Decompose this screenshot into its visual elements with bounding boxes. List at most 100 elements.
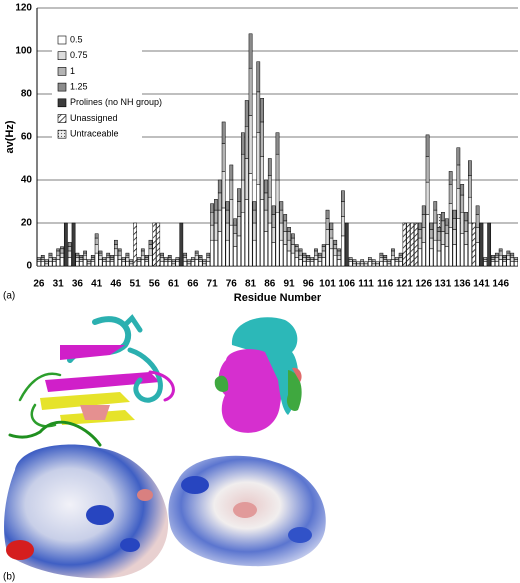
- bar-segment: [433, 239, 438, 267]
- bar-segment: [175, 259, 180, 262]
- y-tick-label: 20: [21, 218, 33, 229]
- legend-swatch: [57, 82, 67, 92]
- bar-segment: [67, 257, 72, 267]
- bar-segment: [433, 222, 438, 241]
- bar-segment: [367, 257, 372, 260]
- bar-segment: [287, 239, 291, 252]
- x-tick-label: 71: [207, 279, 219, 290]
- bar-segment: [314, 250, 318, 256]
- bar-segment: [117, 250, 122, 256]
- bar-segment: [468, 175, 472, 198]
- bar-segment: [337, 248, 341, 252]
- bar-segment: [375, 261, 380, 265]
- bar-segment: [264, 192, 268, 211]
- bar-segment: [175, 257, 180, 260]
- bar-segment: [217, 209, 222, 232]
- bar-segment: [194, 252, 199, 256]
- bar-segment: [425, 214, 430, 267]
- bar-segment: [306, 255, 311, 258]
- bar-segment: [441, 244, 445, 267]
- y-axis-title: av(Hz): [4, 120, 16, 153]
- bar-segment: [102, 257, 107, 260]
- bar-segment: [106, 257, 111, 262]
- bar-segment: [37, 261, 41, 267]
- bar-segment: [144, 257, 149, 260]
- bar-segment: [429, 237, 434, 250]
- bar-segment: [110, 255, 114, 258]
- bar-segment: [341, 235, 345, 267]
- bar-segment: [502, 259, 507, 262]
- bar-segment: [310, 257, 315, 260]
- bar-segment: [460, 233, 465, 267]
- bar-segment: [510, 255, 515, 258]
- x-tick-label: 116: [377, 279, 394, 290]
- bar-segment: [271, 205, 276, 215]
- bar-segment: [441, 220, 445, 232]
- bar-segment: [437, 214, 441, 228]
- bar-segment: [437, 239, 441, 252]
- bar-segment: [452, 229, 457, 245]
- y-tick-label: 60: [21, 132, 33, 143]
- bar-segment: [183, 257, 188, 262]
- legend-label: Untraceable: [70, 129, 119, 139]
- bar-segment: [244, 100, 249, 127]
- bar-segment: [106, 255, 111, 258]
- bar-segment: [83, 250, 87, 254]
- bar-segment: [325, 229, 330, 245]
- bar-segment: [475, 205, 480, 215]
- legend-label: Prolines (no NH group): [70, 97, 162, 107]
- bar-segment: [240, 212, 245, 267]
- bar-segment: [121, 259, 126, 262]
- legend-label: 1: [70, 66, 75, 76]
- bar-segment: [291, 237, 295, 245]
- bar-segment: [190, 261, 195, 267]
- bar-segment: [40, 261, 45, 267]
- bar-segment: [267, 158, 272, 176]
- bar-segment: [437, 231, 441, 241]
- bar-segment: [210, 239, 214, 267]
- bar-segment: [206, 257, 211, 262]
- x-tick-label: 111: [358, 279, 374, 290]
- bar-segment: [456, 147, 461, 166]
- bar-segment: [90, 259, 95, 262]
- bar-segment: [310, 259, 315, 262]
- bar-segment: [94, 252, 99, 267]
- bar-segment: [52, 259, 57, 262]
- bar-segment: [483, 261, 488, 267]
- bar-segment: [56, 255, 61, 260]
- bar-segment: [460, 212, 465, 234]
- bar-segment: [121, 261, 126, 267]
- bar-segment: [425, 181, 430, 215]
- bar-segment: [306, 259, 311, 262]
- bar-segment: [418, 229, 422, 239]
- bar-segment: [229, 164, 234, 181]
- bar-segment: [225, 222, 230, 241]
- bar-segment: [171, 259, 176, 262]
- bar-segment: [206, 255, 211, 258]
- bar-segment: [102, 259, 107, 262]
- bar-segment: [298, 259, 303, 267]
- bar-segment: [94, 244, 99, 254]
- legend: 0.5 0.75 1 1.25 Prolines (no NH group) Unassi…: [52, 31, 162, 141]
- x-tick-label: 51: [130, 279, 142, 290]
- bar-segment: [44, 259, 49, 262]
- bar-segment: [452, 218, 457, 230]
- bar-segment: [194, 255, 199, 260]
- bar-segment: [52, 261, 57, 267]
- bar-segment: [152, 222, 157, 267]
- bar-segment: [344, 222, 349, 267]
- bar-segment: [98, 250, 103, 254]
- x-tick-label: 136: [454, 279, 471, 290]
- bar-segment: [37, 257, 41, 260]
- panel-label: (b): [3, 572, 15, 583]
- bar-segment: [371, 261, 376, 265]
- bar-segment: [306, 261, 311, 267]
- bar-segment: [294, 244, 299, 247]
- panel-label: (a): [3, 291, 15, 302]
- bar-segment: [156, 222, 161, 267]
- bar-segment: [371, 263, 376, 267]
- bar-segment: [214, 222, 218, 241]
- bar-segment: [348, 261, 353, 267]
- bar-segment: [167, 261, 172, 267]
- bar-segment: [464, 244, 468, 267]
